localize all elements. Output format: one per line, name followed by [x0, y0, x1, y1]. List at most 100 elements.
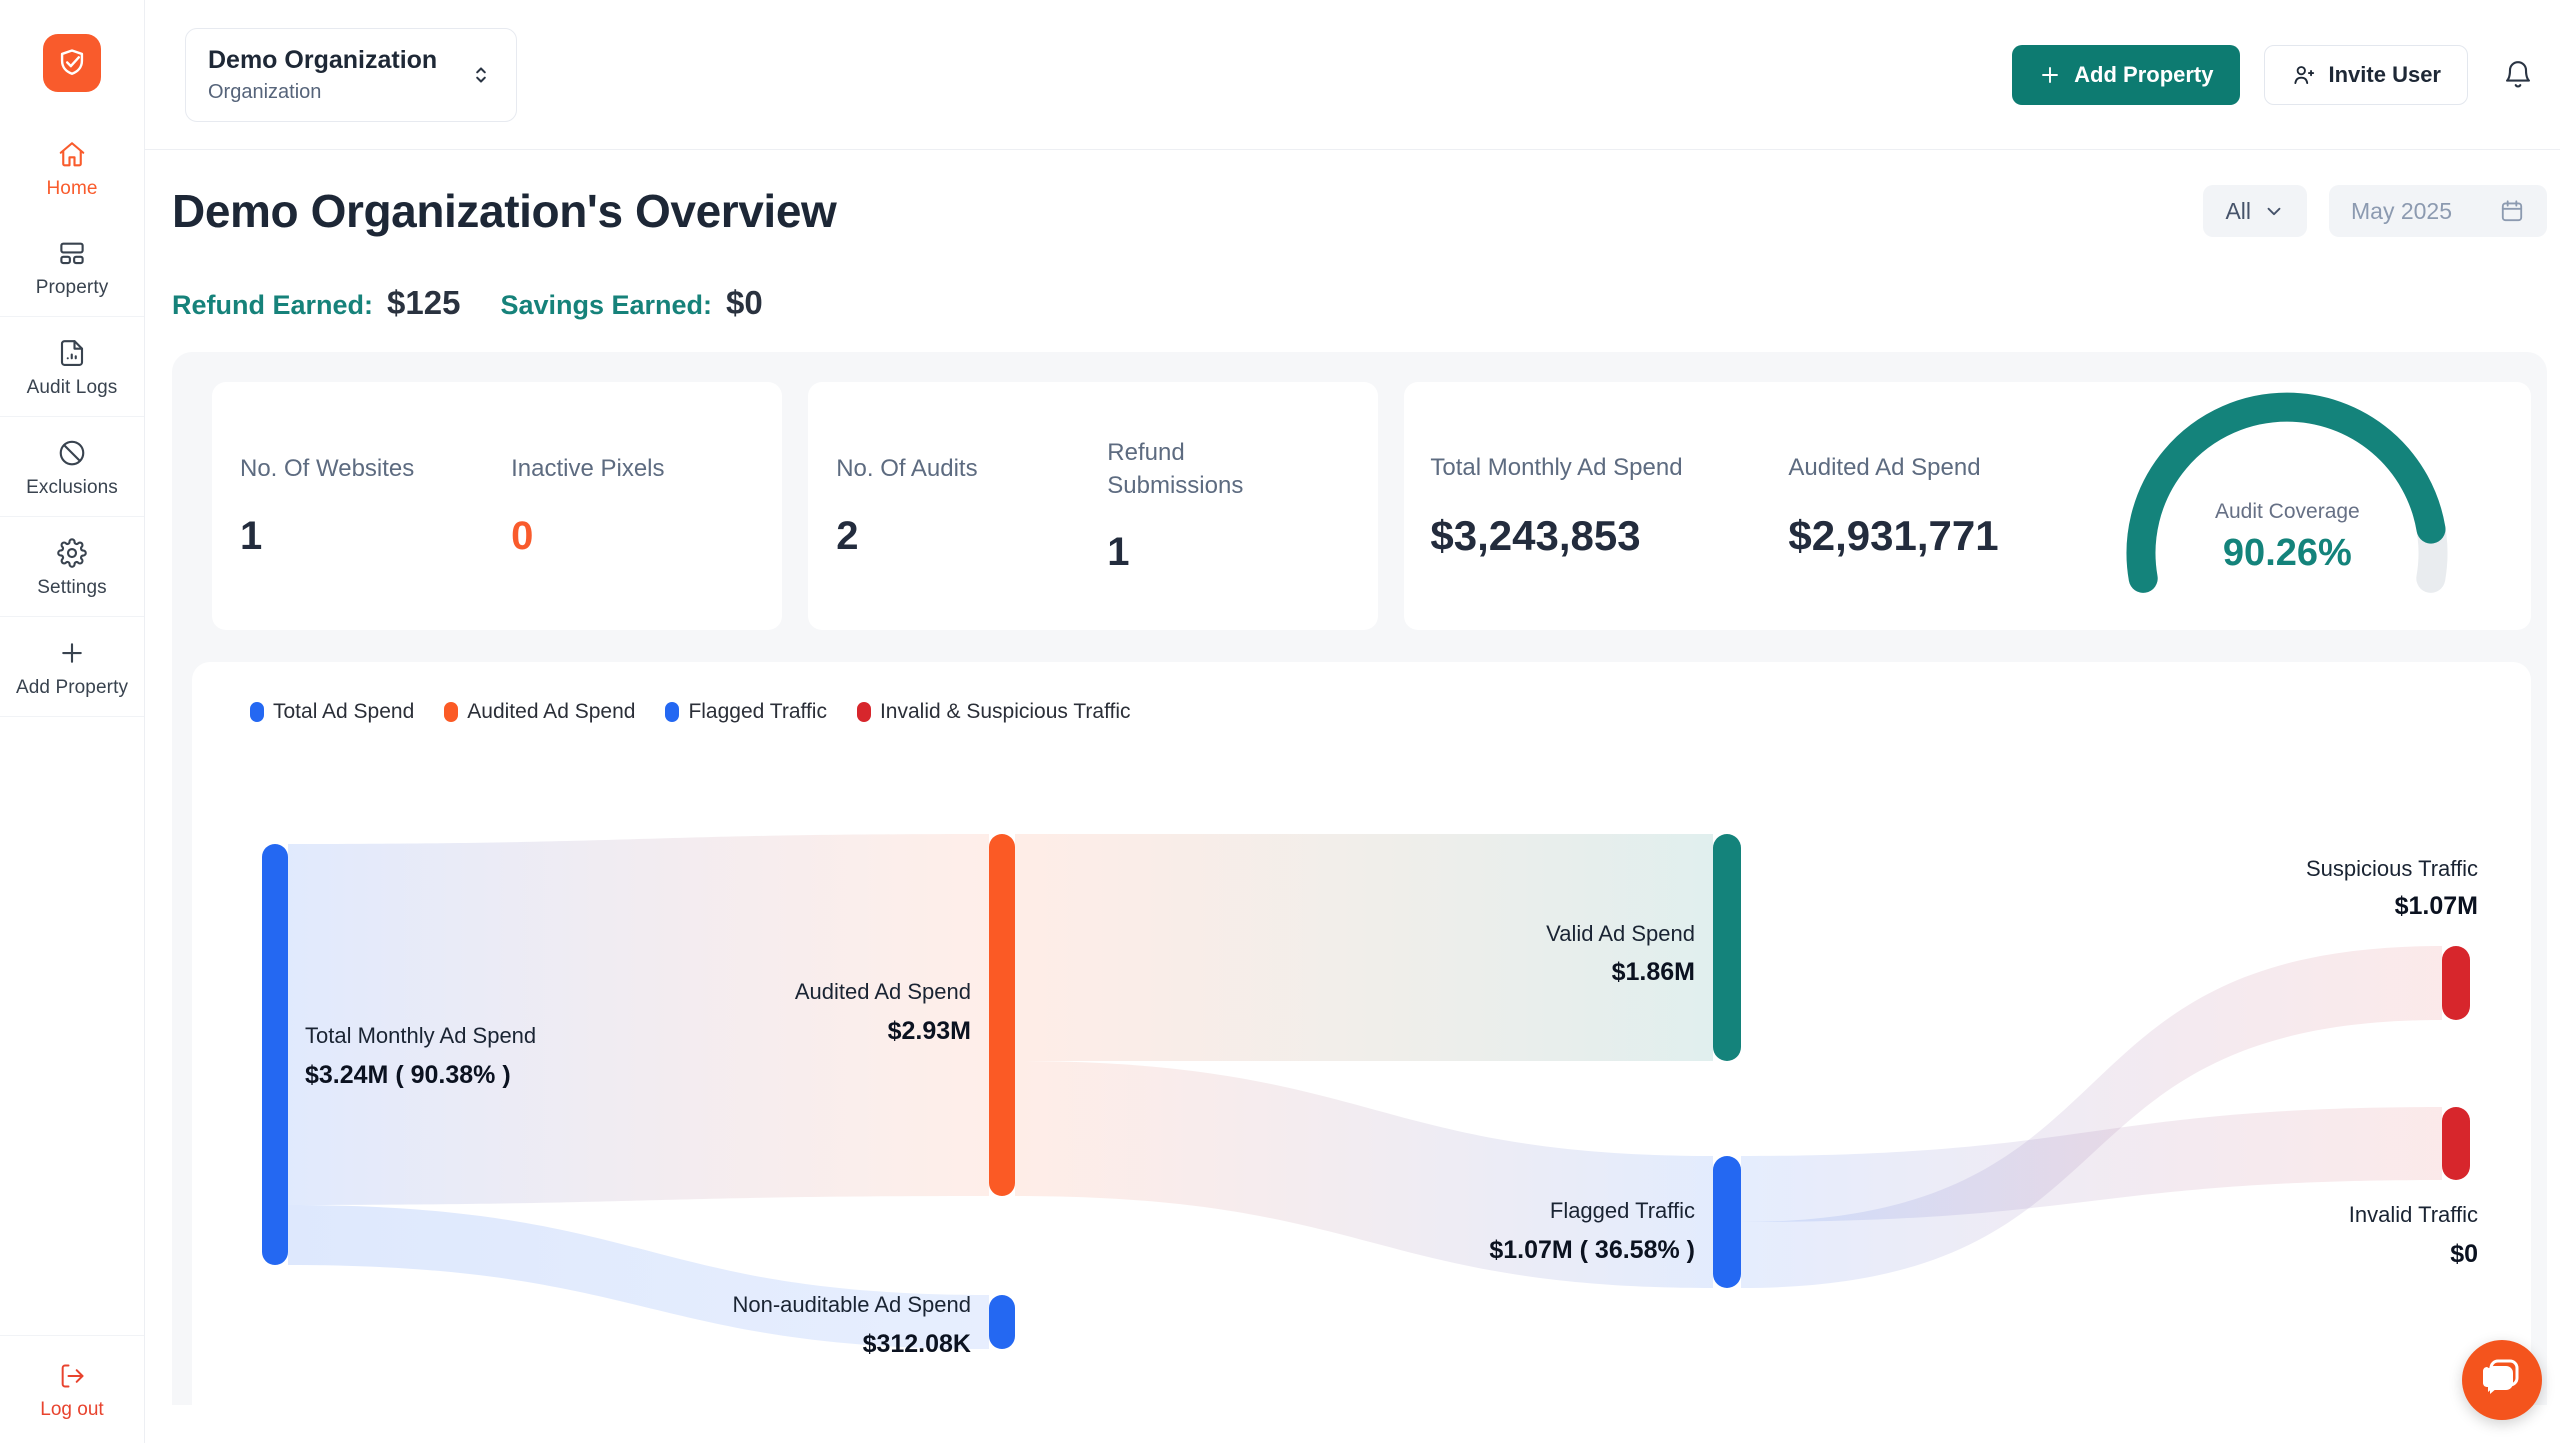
chart-legend: Total Ad Spend Audited Ad Spend Flagged …: [250, 700, 2531, 724]
node-invalid-traffic[interactable]: [2442, 1107, 2470, 1180]
stat-value: 2: [836, 513, 859, 558]
flow-flagged-to-suspicious: [1741, 946, 2442, 1288]
org-type: Organization: [208, 80, 322, 103]
invite-user-label: Invite User: [2328, 61, 2442, 87]
logout-button[interactable]: Log out: [0, 1335, 144, 1443]
node-flagged-traffic[interactable]: [1713, 1156, 1741, 1288]
legend-marker: [856, 702, 871, 722]
sidebar-item-audit-logs[interactable]: Audit Logs: [0, 316, 144, 416]
sidebar-nav: Home Property: [0, 118, 144, 717]
stat-label: Refund Submissions: [1107, 439, 1244, 499]
node-valid-ad-spend[interactable]: [1713, 834, 1741, 1061]
sidebar-item-label: Audit Logs: [26, 377, 118, 398]
node-value: $1.07M: [2395, 892, 2478, 920]
page-title: Demo Organization's Overview: [172, 185, 837, 237]
flow-total-to-nonauditable: [288, 1205, 989, 1349]
gauge-arc: [2126, 392, 2448, 593]
chevron-down-icon: [2263, 200, 2285, 222]
stat-value: 1: [1107, 529, 1130, 574]
flow-audited-to-flagged: [1015, 1061, 1713, 1288]
sidebar-item-add-property[interactable]: Add Property: [0, 616, 144, 717]
node-value: $3.24M ( 90.38% ): [305, 1061, 511, 1089]
node-label: Total Monthly Ad Spend: [305, 1023, 536, 1048]
stat-value: $2,931,771: [1788, 512, 1999, 560]
refund-earned-value: $125: [387, 284, 461, 321]
node-label: Suspicious Traffic: [2306, 856, 2478, 881]
stat-label: No. Of Websites: [240, 455, 415, 483]
invite-user-button[interactable]: Invite User: [2263, 44, 2468, 105]
legend-label: Audited Ad Spend: [467, 700, 636, 723]
legend-item-audited-ad-spend[interactable]: Audited Ad Spend: [444, 700, 635, 724]
add-property-button[interactable]: Add Property: [2012, 44, 2240, 105]
audited-spend-stat: Audited Ad Spend $2,931,771: [1788, 452, 2118, 560]
legend-item-invalid-suspicious[interactable]: Invalid & Suspicious Traffic: [856, 700, 1131, 724]
topbar: Demo Organization Organization Add Prope…: [145, 0, 2560, 150]
org-selector-text: Demo Organization Organization: [208, 46, 437, 104]
stat-label: Inactive Pixels: [511, 455, 665, 483]
bell-icon: [2502, 59, 2534, 91]
sidebar-item-home[interactable]: Home: [0, 118, 144, 217]
stat-value: 1: [240, 513, 263, 558]
node-non-auditable-ad-spend[interactable]: [989, 1295, 1015, 1349]
logout-label: Log out: [40, 1399, 104, 1420]
plus-icon: [57, 638, 87, 668]
topbar-actions: Add Property Invite User: [2012, 44, 2534, 105]
node-label: Audited Ad Spend: [795, 979, 971, 1004]
chat-bubble-icon: [2481, 1357, 2523, 1404]
sidebar: Home Property: [0, 0, 145, 1443]
refund-submissions-stat: Refund Submissions 1: [1107, 437, 1322, 575]
sankey-chart: Total Monthly Ad Spend $3.24M ( 90.38% )…: [262, 834, 2478, 1358]
shield-check-icon: [55, 46, 89, 80]
layout-icon: [57, 238, 87, 268]
brand-logo[interactable]: [43, 34, 101, 92]
stat-value: $3,243,853: [1430, 512, 1641, 560]
sidebar-item-label: Add Property: [15, 677, 129, 698]
node-suspicious-traffic[interactable]: [2442, 946, 2470, 1020]
gear-icon: [57, 538, 87, 568]
main-column: Demo Organization Organization Add Prope…: [145, 0, 2560, 1443]
file-chart-icon: [57, 338, 87, 368]
sidebar-item-label: Home: [46, 178, 98, 199]
chevron-up-down-icon: [468, 62, 494, 88]
audit-coverage-gauge: [2117, 391, 2457, 621]
stat-label: Audited Ad Spend: [1788, 453, 1981, 481]
node-label: Invalid Traffic: [2349, 1202, 2478, 1227]
logout-icon: [58, 1362, 86, 1390]
sidebar-item-label: Settings: [37, 577, 107, 598]
flow-flagged-to-invalid: [1741, 1107, 2442, 1222]
date-picker[interactable]: May 2025: [2329, 185, 2547, 237]
node-value: $2.93M: [888, 1017, 971, 1045]
calendar-icon: [2499, 198, 2525, 224]
legend-marker: [250, 702, 264, 722]
date-value: May 2025: [2351, 197, 2453, 224]
chat-widget-button[interactable]: [2462, 1340, 2542, 1420]
content: Demo Organization's Overview All May 202…: [145, 150, 2560, 1443]
legend-item-total-ad-spend[interactable]: Total Ad Spend: [250, 700, 414, 724]
node-audited-ad-spend[interactable]: [989, 834, 1015, 1196]
overview-panel: No. Of Websites 1 Inactive Pixels 0 No. …: [172, 352, 2547, 1405]
legend-item-flagged-traffic[interactable]: Flagged Traffic: [665, 700, 827, 724]
sidebar-item-exclusions[interactable]: Exclusions: [0, 416, 144, 516]
node-total-monthly-ad-spend[interactable]: [262, 844, 288, 1265]
stat-label: Total Monthly Ad Spend: [1430, 453, 1683, 481]
org-selector[interactable]: Demo Organization Organization: [185, 27, 517, 122]
org-name: Demo Organization: [208, 45, 438, 74]
audits-stat: No. Of Audits 2: [836, 453, 1107, 558]
flow-audited-to-valid: [1015, 834, 1713, 1061]
stat-value: 0: [511, 513, 534, 558]
node-value: $1.07M ( 36.58% ): [1489, 1236, 1695, 1264]
logo-wrap: [0, 0, 144, 118]
user-plus-icon: [2291, 62, 2317, 88]
sidebar-item-settings[interactable]: Settings: [0, 516, 144, 616]
node-label: Non-auditable Ad Spend: [732, 1292, 971, 1317]
audits-card: No. Of Audits 2 Refund Submissions 1: [808, 382, 1379, 630]
refund-earned-label: Refund Earned:: [172, 290, 374, 320]
sidebar-item-property[interactable]: Property: [0, 217, 144, 316]
savings-earned-value: $0: [726, 284, 763, 321]
scope-filter-dropdown[interactable]: All: [2203, 185, 2307, 237]
title-row: Demo Organization's Overview All May 202…: [172, 184, 2547, 238]
notification-bell-button[interactable]: [2502, 59, 2534, 91]
stat-cards-row: No. Of Websites 1 Inactive Pixels 0 No. …: [192, 382, 2531, 630]
websites-card: No. Of Websites 1 Inactive Pixels 0: [212, 382, 783, 630]
kpi-row: Refund Earned: $125 Savings Earned: $0: [172, 284, 2547, 322]
